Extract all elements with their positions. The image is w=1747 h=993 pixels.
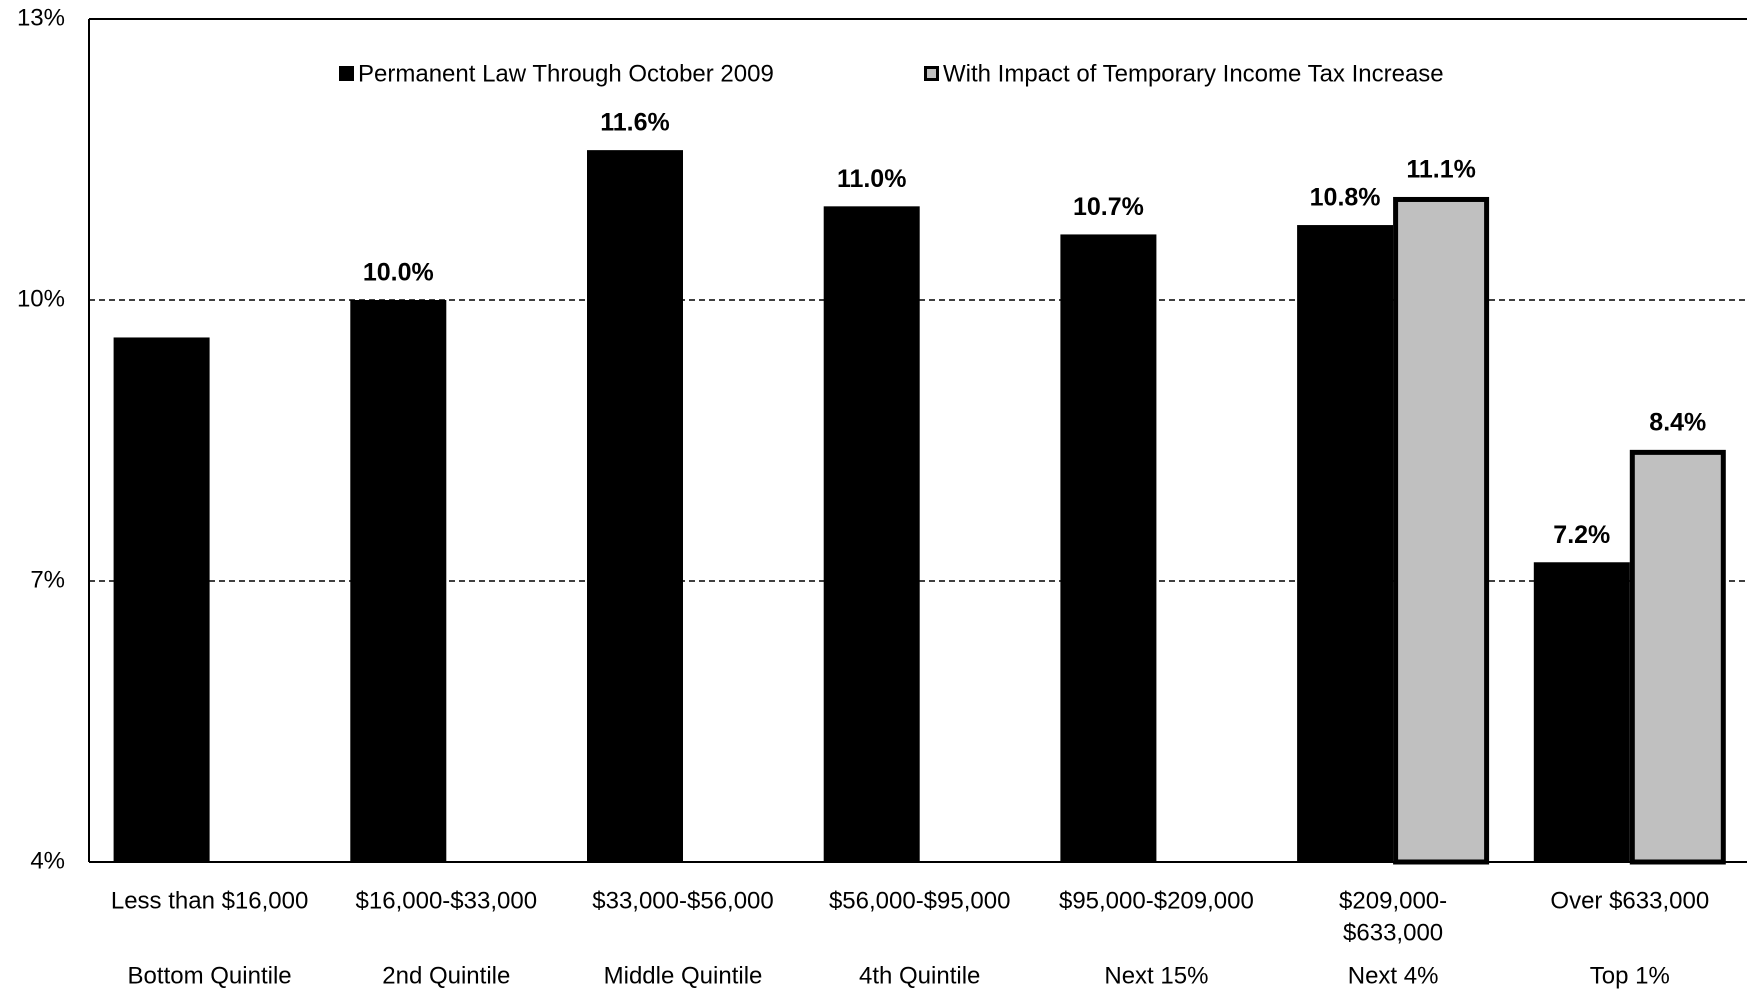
x-tick-label: Over $633,000 (1550, 887, 1709, 914)
bar (113, 337, 210, 862)
group-label: 4th Quintile (859, 962, 980, 989)
y-tick-label: 4% (30, 847, 65, 874)
bar (350, 300, 447, 862)
bar (587, 150, 683, 863)
x-tick-label: $16,000-$33,000 (356, 887, 538, 914)
x-tick-label: $33,000-$56,000 (592, 887, 774, 914)
bar (1533, 562, 1630, 862)
bar (1060, 234, 1157, 862)
value-label: 11.1% (1406, 156, 1476, 184)
value-label: 10.7% (1073, 193, 1144, 221)
value-label: 10.0% (363, 259, 434, 287)
value-label: 8.4% (1649, 408, 1706, 436)
group-label: Bottom Quintile (128, 962, 292, 989)
legend-label: With Impact of Temporary Income Tax Incr… (943, 60, 1444, 87)
y-tick-label: 13% (17, 4, 65, 31)
legend-swatch (924, 66, 939, 81)
group-label: Next 4% (1348, 962, 1439, 989)
x-tick-label: $633,000 (1343, 919, 1443, 946)
value-label: 10.8% (1310, 184, 1381, 212)
bar (823, 206, 920, 863)
legend-label: Permanent Law Through October 2009 (358, 60, 774, 87)
x-tick-label: Less than $16,000 (111, 887, 309, 914)
value-label: 11.6% (600, 109, 670, 137)
group-label: 2nd Quintile (382, 962, 510, 989)
x-tick-label: $56,000-$95,000 (829, 887, 1011, 914)
bar (1297, 225, 1394, 863)
x-tick-label: $95,000-$209,000 (1059, 887, 1254, 914)
x-tick-label: $209,000- (1339, 887, 1447, 914)
group-label: Middle Quintile (604, 962, 763, 989)
legend-swatch (339, 66, 354, 81)
y-tick-label: 7% (30, 566, 65, 593)
value-label: 7.2% (1553, 521, 1610, 549)
bar (1629, 449, 1726, 865)
bar (1393, 196, 1490, 865)
group-label: Top 1% (1590, 962, 1670, 989)
group-label: Next 15% (1104, 962, 1208, 989)
y-tick-label: 10% (17, 285, 65, 312)
value-label: 11.0% (837, 165, 907, 193)
